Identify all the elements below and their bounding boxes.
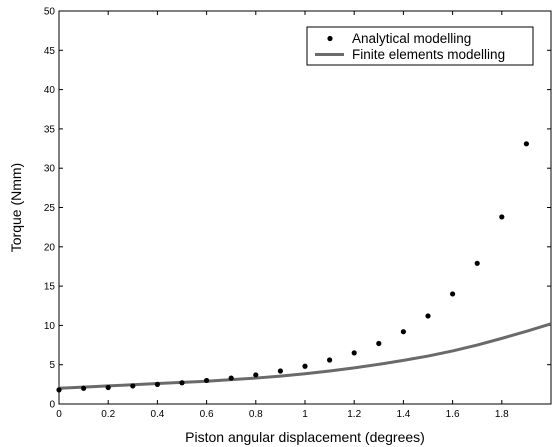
legend: Analytical modelling Finite elements mod… bbox=[306, 26, 534, 66]
x-tick-label: 0 bbox=[56, 409, 62, 420]
y-tick-label: 45 bbox=[44, 46, 56, 57]
data-point-analytical bbox=[81, 385, 87, 391]
x-tick-label: 1.2 bbox=[347, 409, 361, 420]
y-tick-label: 10 bbox=[44, 321, 56, 332]
legend-label-analytical: Analytical modelling bbox=[352, 31, 471, 46]
legend-label-finite-elements: Finite elements modelling bbox=[352, 47, 505, 62]
data-point-analytical bbox=[277, 368, 283, 374]
x-tick-label: 1.8 bbox=[495, 409, 509, 420]
data-point-analytical bbox=[105, 384, 111, 391]
data-point-analytical bbox=[376, 340, 382, 347]
legend-marker-analytical bbox=[327, 35, 333, 42]
y-tick-label: 40 bbox=[44, 85, 56, 96]
x-tick-label: 1.6 bbox=[446, 409, 460, 420]
data-point-analytical bbox=[474, 260, 480, 266]
y-axis-label: Torque (Nmm) bbox=[8, 163, 24, 252]
x-axis-label: Piston angular displacement (degrees) bbox=[185, 429, 425, 445]
data-point-analytical bbox=[400, 329, 406, 335]
x-tick-label: 1 bbox=[302, 409, 308, 420]
data-point-analytical bbox=[450, 291, 456, 297]
x-tick-label: 0.4 bbox=[150, 409, 164, 420]
data-point-analytical bbox=[130, 383, 136, 389]
series-line-finite-elements bbox=[59, 322, 551, 390]
y-tick-label: 5 bbox=[49, 360, 55, 371]
y-tick-label: 0 bbox=[49, 400, 55, 411]
data-point-analytical bbox=[351, 350, 357, 356]
data-point-analytical bbox=[425, 313, 431, 319]
legend-box bbox=[306, 26, 534, 66]
y-tick-label: 25 bbox=[44, 203, 56, 214]
y-tick-label: 50 bbox=[44, 7, 56, 18]
x-tick-label: 0.2 bbox=[101, 409, 115, 420]
y-tick-label: 15 bbox=[44, 282, 56, 293]
x-tick-label: 1.4 bbox=[396, 409, 410, 420]
data-point-analytical bbox=[179, 380, 185, 386]
data-point-analytical bbox=[56, 387, 62, 393]
data-point-analytical bbox=[204, 377, 210, 384]
data-point-analytical bbox=[499, 214, 505, 220]
data-point-analytical bbox=[228, 375, 234, 381]
data-series bbox=[56, 141, 551, 393]
x-tick-label: 0.8 bbox=[249, 409, 263, 420]
x-tick-label: 0.6 bbox=[200, 409, 214, 420]
tick-marks bbox=[58, 10, 551, 405]
data-point-analytical bbox=[523, 141, 530, 147]
y-tick-label: 30 bbox=[44, 164, 56, 175]
y-tick-labels: 0 5 10 15 20 25 30 35 40 45 50 bbox=[44, 7, 56, 411]
y-tick-label: 20 bbox=[44, 242, 56, 253]
data-point-analytical bbox=[302, 363, 308, 369]
data-point-analytical bbox=[327, 357, 333, 363]
y-tick-label: 35 bbox=[44, 124, 56, 135]
x-tick-labels: 0 0.2 0.4 0.6 0.8 1 1.2 1.4 1.6 1.8 bbox=[56, 409, 509, 420]
data-point-analytical bbox=[253, 372, 259, 378]
data-point-analytical bbox=[154, 381, 160, 387]
